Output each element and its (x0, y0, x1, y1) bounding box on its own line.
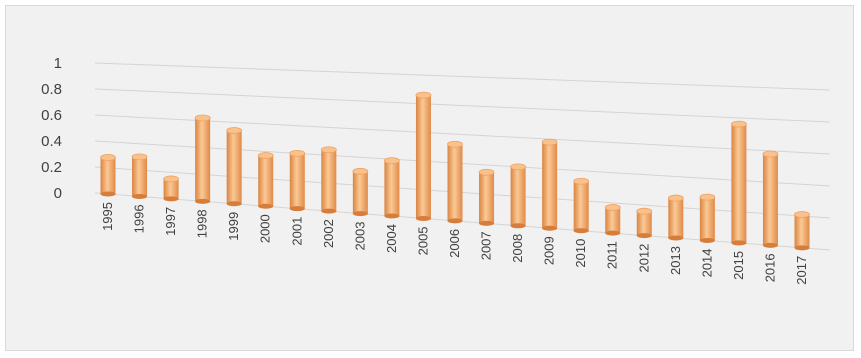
x-tick-label: 2015 (731, 251, 746, 280)
bar (541, 138, 558, 231)
x-tick-label: 2007 (479, 231, 494, 260)
x-tick-label: 2014 (699, 248, 714, 277)
gridline (94, 88, 831, 123)
x-tick-label: 2004 (384, 224, 399, 253)
x-axis-ticks: 1995 1996 1997 1998 1999 2000 2001 2002 2003 2004… (100, 202, 809, 285)
bar (320, 146, 337, 214)
bar (257, 152, 274, 209)
x-tick-label: 2001 (289, 217, 304, 246)
x-tick-label: 2016 (762, 253, 777, 282)
x-tick-label: 1995 (100, 202, 115, 231)
y-tick-label: 0.2 (41, 159, 62, 176)
y-tick-label: 1 (54, 55, 62, 72)
bar (131, 153, 148, 199)
bar (289, 149, 306, 212)
x-tick-label: 2002 (321, 219, 336, 248)
x-tick-label: 2005 (415, 226, 430, 255)
bar (636, 207, 653, 239)
y-tick-label: 0.8 (41, 81, 62, 98)
x-tick-label: 1998 (195, 209, 210, 238)
x-tick-label: 2011 (605, 241, 620, 269)
y-tick-label: 0.6 (41, 107, 62, 124)
gridline (94, 114, 831, 155)
x-tick-label: 2012 (636, 244, 651, 273)
x-tick-label: 2010 (573, 239, 588, 268)
y-tick-label: 0.4 (41, 133, 62, 150)
x-tick-label: 1996 (132, 204, 147, 233)
bar (604, 204, 621, 236)
x-tick-label: 2013 (668, 246, 683, 275)
x-tick-label: 2017 (794, 256, 809, 285)
bar (352, 167, 369, 217)
x-tick-label: 2009 (542, 236, 557, 265)
x-tick-label: 2000 (258, 214, 273, 243)
bar (478, 168, 495, 226)
x-tick-label: 1997 (163, 207, 178, 236)
bars (100, 91, 810, 251)
y-axis-ticks: 1 0.8 0.6 0.4 0.2 0 (41, 55, 62, 202)
bar (510, 163, 526, 229)
bar (667, 194, 684, 241)
x-tick-label: 2008 (510, 234, 525, 263)
gridline (94, 62, 831, 91)
x-tick-label: 2006 (447, 229, 462, 258)
x-tick-label: 1999 (226, 212, 241, 241)
bar (194, 114, 211, 204)
y-tick-label: 0 (54, 185, 62, 202)
x-tick-label: 2003 (352, 222, 367, 251)
bar (163, 175, 179, 202)
bar (731, 120, 747, 246)
bar (447, 140, 463, 224)
bar (226, 127, 243, 207)
bar (794, 211, 810, 251)
bar (699, 193, 716, 243)
bar (100, 154, 116, 197)
bar (762, 150, 779, 248)
bar (415, 91, 432, 221)
bar (384, 157, 400, 219)
bar (573, 177, 590, 234)
